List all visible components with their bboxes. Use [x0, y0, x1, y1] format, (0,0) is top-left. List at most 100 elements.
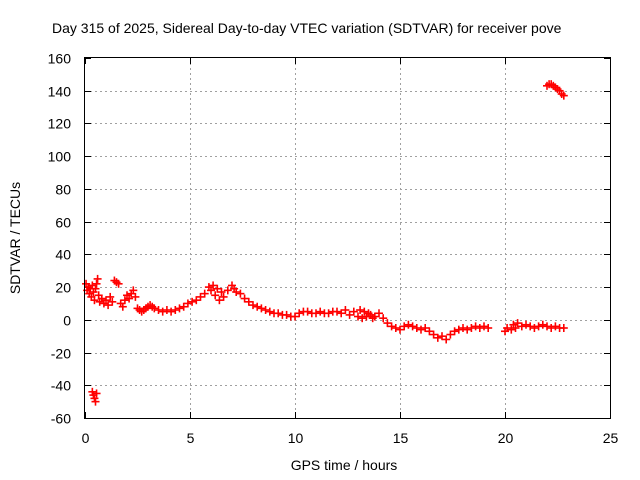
data-point — [425, 327, 434, 336]
data-point — [91, 284, 100, 293]
data-point — [171, 306, 180, 314]
data-point — [219, 292, 228, 301]
y-axis-ticks: -60 -40 -20 0 20 40 60 80 100 120 140 160 — [48, 51, 610, 427]
data-point — [417, 325, 425, 334]
data-point — [396, 325, 404, 334]
data-point — [108, 297, 117, 306]
data-point — [120, 296, 129, 305]
data-point — [93, 274, 102, 283]
data-point — [211, 291, 220, 300]
data-point — [240, 294, 249, 303]
data-point — [253, 302, 262, 311]
data-point — [91, 397, 100, 406]
data-point — [291, 312, 299, 321]
data-point — [450, 327, 459, 336]
data-point — [167, 307, 176, 316]
data-point — [183, 299, 192, 308]
data-point — [90, 296, 99, 305]
data-point — [421, 324, 430, 332]
data-point — [118, 302, 127, 311]
data-point — [282, 310, 291, 319]
data-point — [475, 324, 484, 332]
data-point — [179, 302, 188, 311]
y-tick-label: 20 — [55, 280, 71, 296]
data-point — [261, 306, 270, 314]
data-point — [522, 320, 530, 329]
data-point — [511, 324, 520, 332]
data-point — [358, 314, 367, 323]
data-point — [463, 325, 472, 334]
data-point — [244, 297, 253, 306]
y-tick-label: 0 — [63, 313, 71, 329]
data-point — [274, 309, 283, 318]
y-tick-label: 160 — [48, 51, 72, 67]
data-point — [337, 309, 346, 318]
data-point — [131, 292, 140, 301]
data-point — [360, 307, 369, 316]
x-tick-label: 20 — [498, 430, 514, 446]
data-point — [530, 324, 539, 332]
data-point — [442, 335, 451, 344]
data-point — [391, 324, 400, 332]
data-point — [196, 292, 205, 301]
data-series-sdtvar — [82, 80, 568, 406]
data-point — [438, 332, 446, 341]
data-point — [375, 309, 383, 318]
data-point — [454, 325, 463, 334]
data-point — [408, 322, 417, 331]
data-point — [517, 322, 526, 331]
data-point — [303, 307, 312, 316]
data-point — [433, 333, 442, 342]
data-point — [387, 322, 396, 331]
data-point — [209, 281, 218, 290]
data-point — [484, 324, 493, 332]
data-point — [480, 322, 488, 331]
y-tick-label: 140 — [48, 84, 72, 100]
data-point — [215, 296, 224, 305]
data-point — [158, 307, 167, 316]
data-point — [513, 319, 522, 328]
y-tick-label: 40 — [55, 247, 71, 263]
data-point — [412, 324, 421, 332]
y-tick-label: -60 — [51, 411, 71, 427]
data-point — [370, 312, 379, 321]
data-point — [349, 307, 358, 316]
data-point — [232, 288, 241, 296]
data-point — [114, 279, 123, 288]
data-point — [356, 306, 365, 314]
data-point — [503, 324, 512, 332]
data-point — [538, 320, 547, 329]
data-point — [551, 322, 560, 331]
y-tick-label: 80 — [55, 182, 71, 198]
x-tick-label: 5 — [187, 430, 195, 446]
data-point — [316, 307, 325, 316]
y-tick-label: -40 — [51, 378, 71, 394]
data-point — [102, 296, 110, 305]
y-axis-label: SDTVAR / TECUs — [7, 182, 23, 294]
data-point — [200, 289, 209, 298]
data-point — [543, 322, 551, 331]
data-point — [236, 289, 245, 298]
data-point — [446, 330, 455, 339]
data-point — [559, 324, 568, 332]
data-point — [345, 310, 354, 319]
data-point — [559, 91, 568, 100]
y-tick-label: 100 — [48, 149, 72, 165]
x-axis-ticks: 0 5 10 15 20 25 — [82, 58, 618, 446]
data-point — [459, 324, 467, 332]
data-point — [92, 389, 101, 398]
data-point — [312, 309, 320, 318]
data-point — [125, 294, 134, 303]
data-point — [354, 312, 362, 321]
data-point — [150, 304, 159, 313]
plot-frame — [84, 57, 611, 419]
data-point — [249, 301, 257, 310]
data-point — [341, 306, 350, 314]
data-point — [175, 304, 184, 313]
data-point — [129, 286, 138, 295]
grid — [85, 58, 610, 418]
data-point — [507, 325, 516, 334]
y-tick-label: -20 — [51, 346, 71, 362]
data-point — [333, 307, 341, 316]
